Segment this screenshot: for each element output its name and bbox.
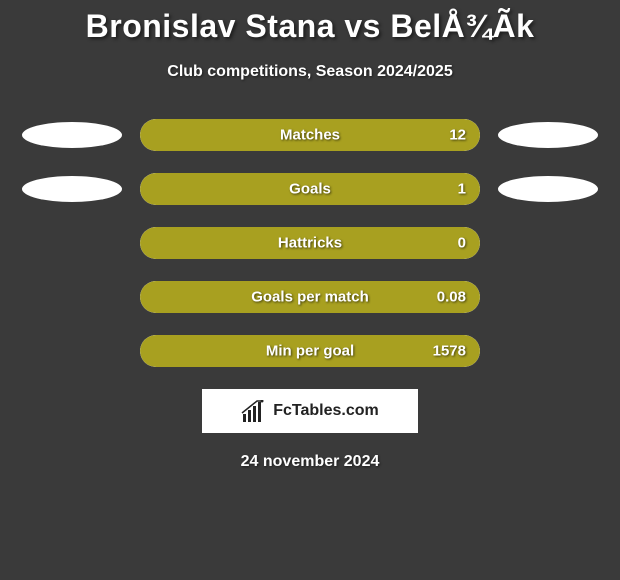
stat-label: Goals per match (251, 289, 369, 306)
stat-value: 1578 (433, 343, 466, 360)
stat-value: 0.08 (437, 289, 466, 306)
player-left-marker (22, 176, 122, 202)
stat-bar: Min per goal 1578 (140, 335, 480, 367)
stats-list: Matches 12 Goals 1 Hattricks 0 Goals per match… (0, 119, 620, 367)
stat-row: Goals per match 0.08 (0, 281, 620, 313)
stat-label: Matches (280, 127, 340, 144)
stat-row: Goals 1 (0, 173, 620, 205)
stat-label: Hattricks (278, 235, 342, 252)
player-left-marker (22, 122, 122, 148)
page-title: Bronislav Stana vs BelÅ¾Ãk (0, 8, 620, 45)
chart-icon (241, 400, 267, 422)
stat-label: Min per goal (266, 343, 354, 360)
stat-bar: Hattricks 0 (140, 227, 480, 259)
date-label: 24 november 2024 (0, 453, 620, 471)
stat-bar: Matches 12 (140, 119, 480, 151)
stat-row: Matches 12 (0, 119, 620, 151)
player-right-marker (498, 122, 598, 148)
stat-value: 12 (449, 127, 466, 144)
player-right-marker (498, 176, 598, 202)
logo-text: FcTables.com (273, 402, 379, 420)
stat-label: Goals (289, 181, 331, 198)
stat-value: 1 (458, 181, 466, 198)
stat-bar: Goals 1 (140, 173, 480, 205)
subtitle: Club competitions, Season 2024/2025 (0, 63, 620, 81)
stat-row: Hattricks 0 (0, 227, 620, 259)
comparison-widget: Bronislav Stana vs BelÅ¾Ãk Club competit… (0, 0, 620, 471)
stat-value: 0 (458, 235, 466, 252)
logo-box[interactable]: FcTables.com (202, 389, 418, 433)
stat-bar: Goals per match 0.08 (140, 281, 480, 313)
stat-row: Min per goal 1578 (0, 335, 620, 367)
